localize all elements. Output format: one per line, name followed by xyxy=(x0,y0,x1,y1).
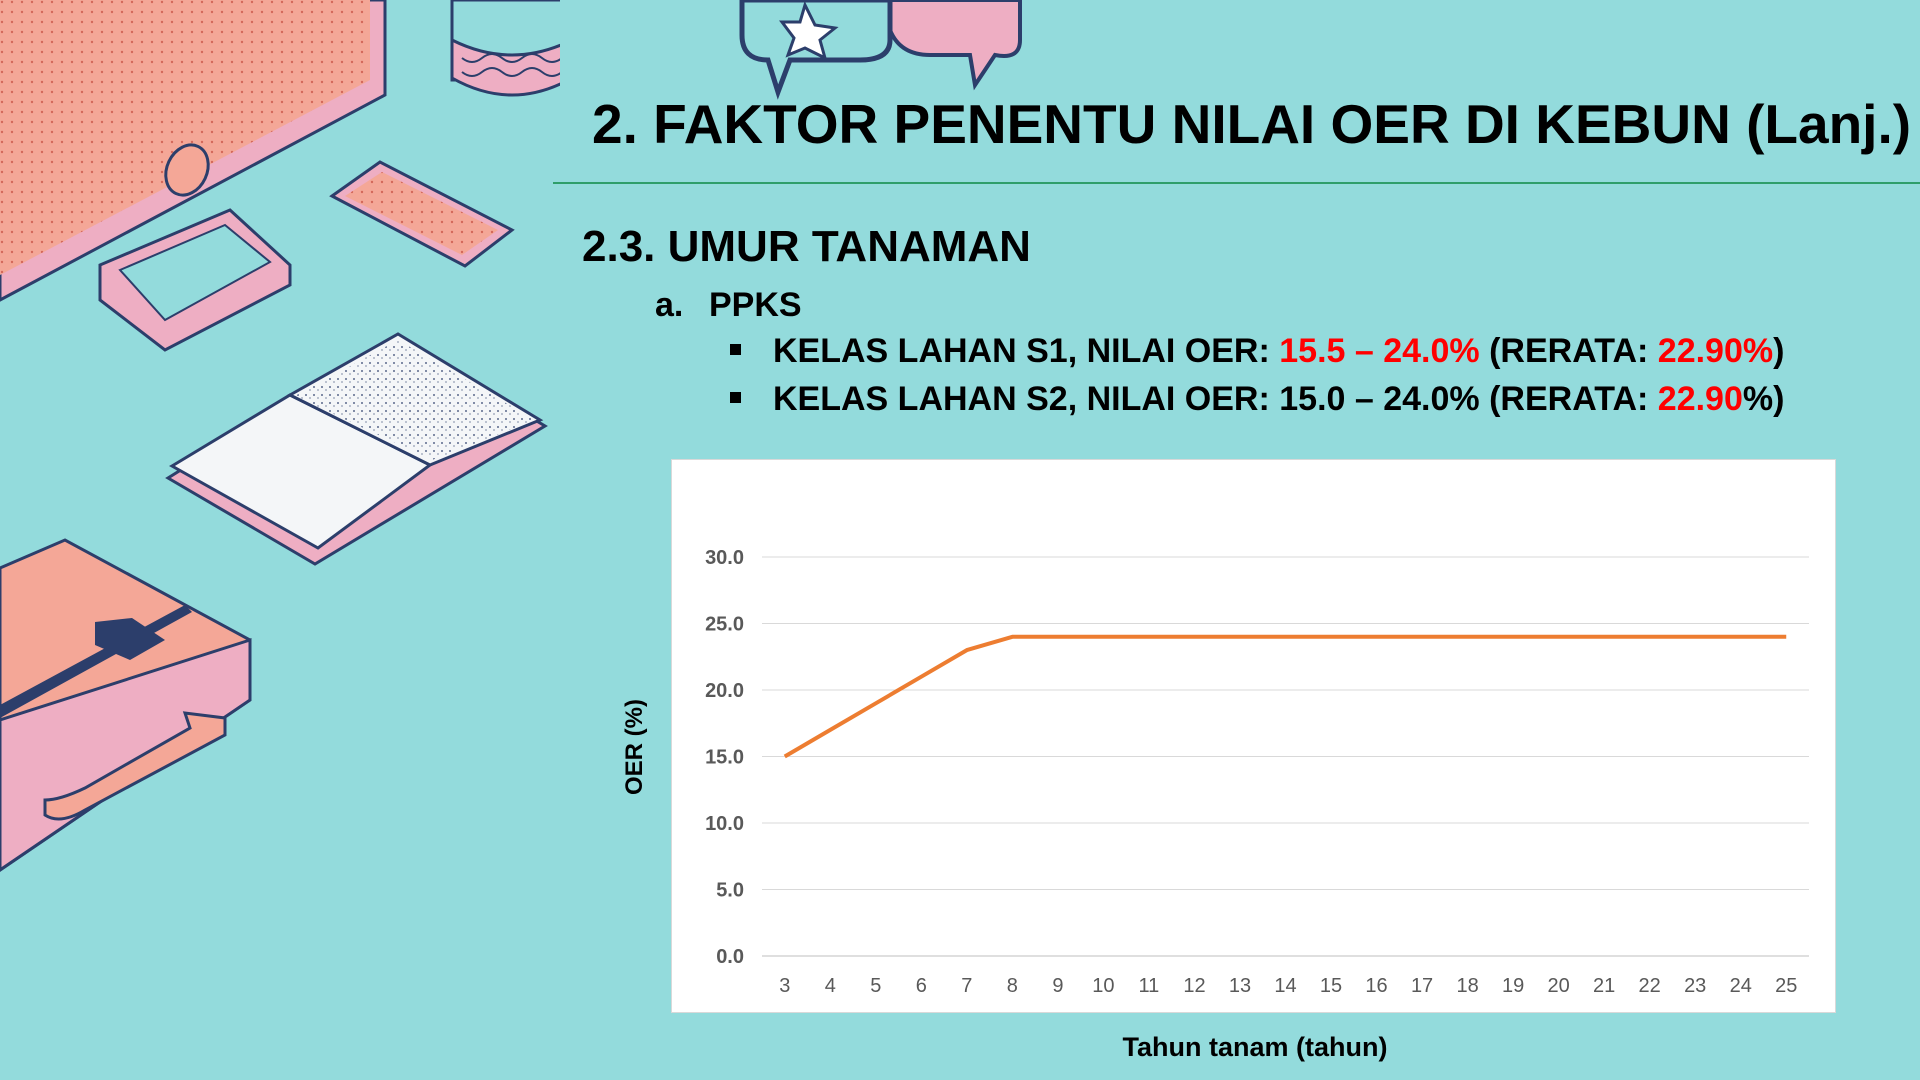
bullet-middle: (RERATA: xyxy=(1479,380,1658,418)
x-tick-label: 7 xyxy=(961,975,972,997)
x-tick-label: 9 xyxy=(1052,975,1063,997)
y-axis-label: OER (%) xyxy=(621,699,648,795)
y-tick-label: 5.0 xyxy=(716,880,744,902)
x-tick-label: 19 xyxy=(1502,975,1524,997)
y-tick-label: 25.0 xyxy=(705,614,744,636)
series-line xyxy=(783,634,1787,759)
y-tick-label: 20.0 xyxy=(705,680,744,702)
x-tick-label: 10 xyxy=(1092,975,1114,997)
x-tick-label: 3 xyxy=(779,975,790,997)
cup-icon xyxy=(450,0,560,97)
x-tick-label: 24 xyxy=(1730,975,1752,997)
x-tick-label: 8 xyxy=(1007,975,1018,997)
x-tick-label: 17 xyxy=(1411,975,1433,997)
desk-illustration xyxy=(0,0,560,872)
bullet-prefix: KELAS LAHAN S2, NILAI OER: xyxy=(773,380,1280,418)
monitor-icon xyxy=(0,0,387,352)
sub-heading: a. PPKS xyxy=(655,286,802,325)
bullet-square-icon xyxy=(730,391,741,403)
oer-line-chart: 0.0 5.0 10.0 15.0 20.0 25.0 30.0 3 4 5 6 7 8 9 10 11 12 1… xyxy=(705,547,1809,997)
bullet-range: 15.5 – 24.0% xyxy=(1279,332,1480,370)
y-tick-label: 15.0 xyxy=(705,747,744,769)
y-tick-label: 30.0 xyxy=(705,547,744,569)
bullet-middle: (RERATA: xyxy=(1479,332,1658,370)
x-tick-label: 23 xyxy=(1684,975,1706,997)
x-axis-label: Tahun tanam (tahun) xyxy=(1122,1032,1388,1062)
bullet-kelas-lahan-s2: KELAS LAHAN S2, NILAI OER: 15.0 – 24.0% … xyxy=(730,380,1784,419)
phone-icon xyxy=(329,160,515,268)
chart-panel: 0.0 5.0 10.0 15.0 20.0 25.0 30.0 3 4 5 6 7 8 9 10 11 12 1… xyxy=(671,459,1836,1013)
bullet-kelas-lahan-s1: KELAS LAHAN S1, NILAI OER: 15.5 – 24.0% … xyxy=(730,332,1784,371)
x-tick-label: 20 xyxy=(1548,975,1570,997)
x-tick-label: 15 xyxy=(1320,975,1342,997)
bullet-square-icon xyxy=(730,343,741,355)
x-tick-label: 18 xyxy=(1456,975,1478,997)
slide-title: 2. FAKTOR PENENTU NILAI OER DI KEBUN (La… xyxy=(592,93,1912,155)
x-tick-label: 13 xyxy=(1229,975,1251,997)
sub-heading-marker: a. xyxy=(655,286,684,324)
x-tick-label: 14 xyxy=(1274,975,1296,997)
speech-bubbles-icon xyxy=(739,0,1022,100)
x-tick-label: 11 xyxy=(1139,975,1160,997)
x-tick-label: 16 xyxy=(1365,975,1387,997)
x-tick-label: 5 xyxy=(870,975,881,997)
first-aid-kit-icon xyxy=(0,538,252,872)
bullet-range: 15.0 – 24.0% xyxy=(1279,380,1480,418)
x-tick-label: 4 xyxy=(825,975,836,997)
y-tick-label: 10.0 xyxy=(705,813,744,835)
x-tick-label: 25 xyxy=(1775,975,1797,997)
y-tick-label: 0.0 xyxy=(716,946,744,968)
x-tick-label: 21 xyxy=(1593,975,1615,997)
title-divider xyxy=(553,182,1920,184)
bullet-prefix: KELAS LAHAN S1, NILAI OER: xyxy=(773,332,1280,370)
section-heading: 2.3. UMUR TANAMAN xyxy=(582,222,1031,271)
bullet-average: 22.90 xyxy=(1657,380,1743,418)
x-tick-label: 12 xyxy=(1183,975,1205,997)
sub-heading-label: PPKS xyxy=(709,286,802,324)
x-tick-label: 6 xyxy=(916,975,927,997)
book-icon xyxy=(165,332,548,566)
x-tick-label: 22 xyxy=(1639,975,1661,997)
bullet-suffix: ) xyxy=(1773,332,1785,370)
bullet-suffix: %) xyxy=(1742,380,1785,418)
bullet-average: 22.90% xyxy=(1657,332,1774,370)
